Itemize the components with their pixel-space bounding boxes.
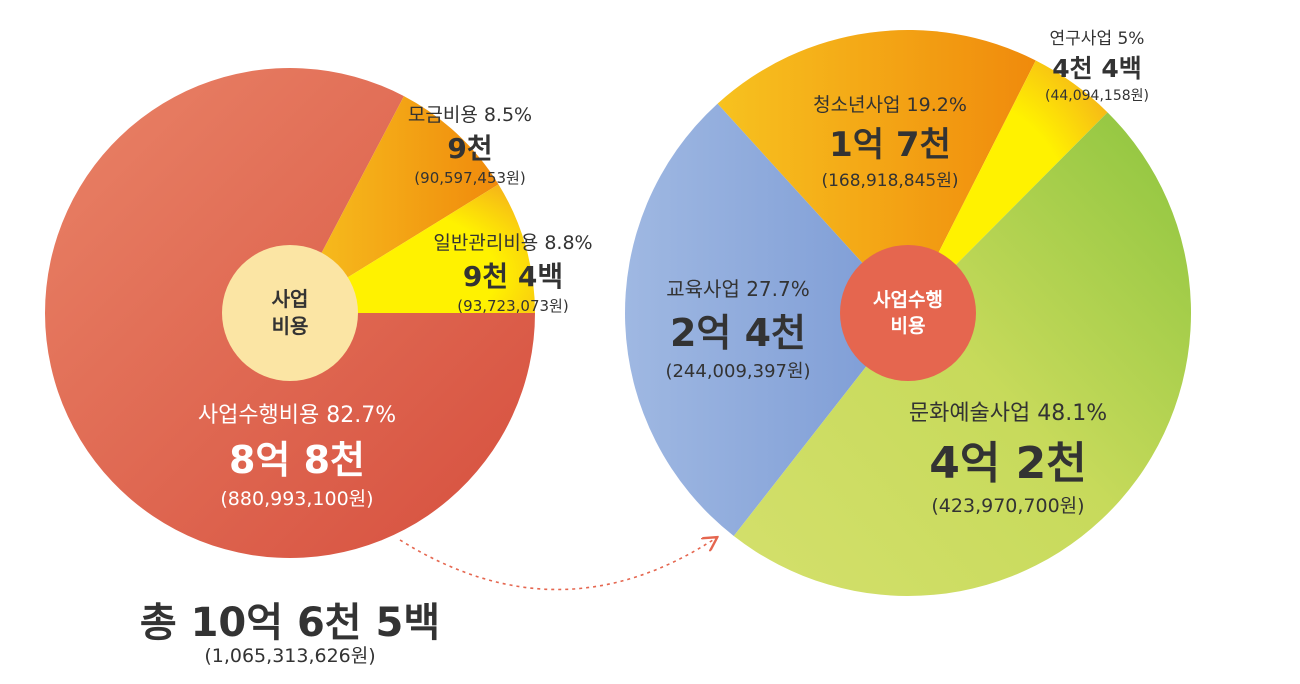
center-label-line: 비용 (271, 314, 309, 338)
center-label-line: 사업 (271, 287, 309, 311)
slice-label-youth: 청소년사업 19.2% 1억 7천 (168,918,845원) (813, 90, 967, 191)
slice-percent-label: 모금비용 8.5% (407, 104, 533, 126)
slice-amount-label: 2억 4천 (669, 311, 807, 355)
slice-percent-label: 문화예술사업 48.1% (908, 401, 1108, 426)
total-amount: 총 10억 6천 5백 (139, 600, 441, 646)
slice-youth (717, 30, 1036, 314)
slice-label-program: 사업수행비용 82.7% 8억 8천 (880,993,100원) (198, 397, 396, 511)
slice-research (908, 60, 1108, 313)
center-label-line: 사업수행 (873, 289, 943, 311)
slice-education (625, 103, 908, 537)
slice-amount-label: 4천 4백 (1052, 54, 1142, 83)
slice-amount-label: 8억 8천 (228, 438, 366, 482)
center-label-left: 사업 비용 (272, 286, 309, 340)
slice-value-label: (44,094,158원) (1045, 88, 1149, 104)
slice-value-label: (423,970,700원) (931, 495, 1085, 517)
center-label-line: 비용 (890, 315, 926, 337)
center-disc (840, 245, 976, 381)
center-disc (222, 245, 358, 381)
slice-label-admin: 일반관리비용 8.8% 9천 4백 (93,723,073원) (433, 228, 592, 316)
slice-general-admin (290, 184, 535, 313)
slice-fundraising (290, 96, 499, 314)
slice-amount-label: 9천 (447, 132, 493, 165)
slice-label-fundraising: 모금비용 8.5% 9천 (90,597,453원) (408, 100, 532, 188)
slice-label-research: 연구사업 5% 4천 4백 (44,094,158원) (1045, 24, 1149, 105)
pie-right (625, 30, 1192, 597)
slice-label-education: 교육사업 27.7% 2억 4천 (244,009,397원) (665, 273, 810, 383)
slice-percent-label: 교육사업 27.7% (666, 277, 810, 301)
slice-culture-arts (733, 112, 1192, 597)
slice-value-label: (168,918,845원) (821, 171, 959, 191)
pie-left (44, 68, 535, 559)
total-value: (1,065,313,626원) (204, 645, 376, 667)
slice-percent-label: 연구사업 5% (1049, 29, 1145, 49)
slice-value-label: (244,009,397원) (665, 361, 811, 382)
slice-value-label: (93,723,073원) (457, 297, 569, 315)
slice-value-label: (880,993,100원) (220, 488, 374, 510)
flow-arrow (399, 538, 716, 591)
slice-value-label: (90,597,453원) (414, 169, 526, 187)
slice-percent-label: 일반관리비용 8.8% (433, 232, 593, 254)
slice-percent-label: 사업수행비용 82.7% (197, 403, 397, 428)
slice-amount-label: 9천 4백 (462, 260, 564, 293)
slice-amount-label: 1억 7천 (829, 125, 951, 165)
slice-label-culture-arts: 문화예술사업 48.1% 4억 2천 (423,970,700원) (909, 395, 1107, 518)
slice-amount-label: 4억 2천 (929, 438, 1087, 489)
center-label-right: 사업수행 비용 (873, 287, 943, 339)
slice-percent-label: 청소년사업 19.2% (813, 94, 967, 116)
